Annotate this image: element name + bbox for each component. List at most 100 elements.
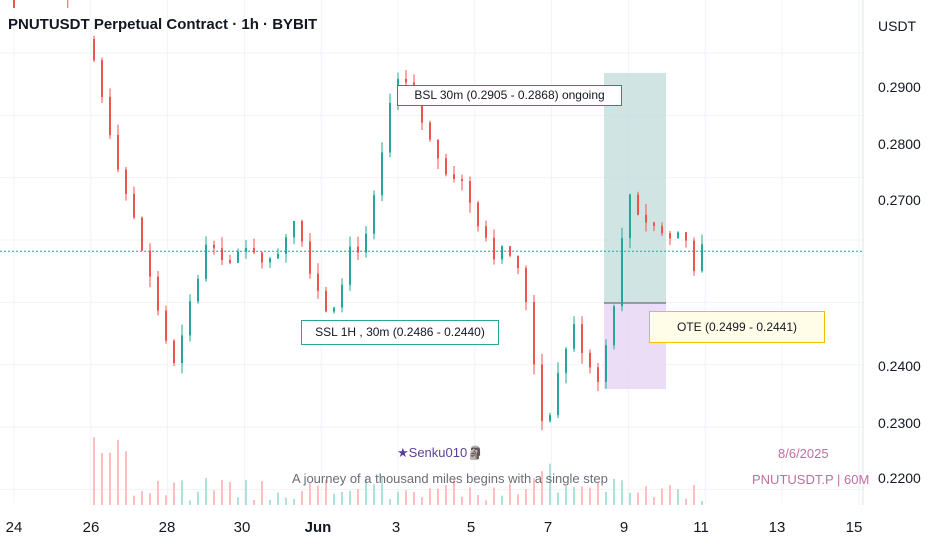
volume-bar (341, 491, 343, 505)
volume-bar (629, 492, 631, 505)
volume-bar (461, 496, 463, 505)
volume-bar (405, 490, 407, 505)
candle-body (309, 241, 311, 274)
zone-boxes (604, 72, 666, 390)
candle-body (165, 310, 167, 341)
y-tick-label: 0.2700 (878, 192, 921, 208)
candle-series (13, 0, 703, 431)
candle-body (437, 139, 439, 159)
stop-price-badge: 0.2361 (875, 379, 919, 395)
volume-bar (237, 497, 239, 505)
volume-bar (621, 480, 623, 505)
candle-body (365, 233, 367, 253)
candle-body (421, 96, 423, 123)
candle-countdown: 39:25 (879, 276, 915, 292)
volume-bar (613, 478, 615, 505)
volume-bar (125, 451, 127, 505)
candle-body (133, 193, 135, 218)
candle-body (285, 237, 287, 254)
ote-zone-label[interactable]: OTE (0.2499 - 0.2441) (649, 311, 825, 343)
volume-bar (669, 485, 671, 505)
volume-bar (685, 498, 687, 505)
volume-bar (325, 479, 327, 505)
candle-body (573, 324, 575, 349)
volume-bar (701, 500, 703, 505)
x-tick-label: Jun (304, 519, 332, 536)
candle-body (693, 240, 695, 271)
candle-body (381, 152, 383, 196)
candle-body (597, 367, 599, 382)
candle-body (237, 251, 239, 263)
volume-bar (301, 491, 303, 505)
volume-bar (549, 463, 551, 505)
volume-bar (661, 488, 663, 505)
volume-bar (677, 489, 679, 505)
x-tick-label: 13 (768, 519, 786, 536)
candle-body (253, 247, 255, 253)
volume-bar (389, 499, 391, 505)
candle-body (493, 237, 495, 260)
target-price-badge: 0.2868 (875, 98, 919, 114)
candle-body (261, 252, 263, 263)
volume-bar (101, 453, 103, 505)
candle-body (389, 102, 391, 153)
volume-bar (485, 500, 487, 505)
candle-body (549, 415, 551, 422)
candle-body (501, 246, 503, 260)
candle-body (645, 214, 647, 223)
volume-bar (93, 437, 95, 505)
candle-body (589, 352, 591, 368)
candle-body (525, 268, 527, 303)
candle-body (357, 246, 359, 253)
x-tick-label: 3 (391, 519, 401, 536)
candle-body (445, 158, 447, 175)
volume-bar (493, 487, 495, 505)
volume-bar (565, 486, 567, 505)
candle-body (557, 373, 559, 416)
candle-body (373, 195, 375, 234)
volume-bar (533, 478, 535, 505)
x-tick-label: 11 (693, 519, 709, 536)
volume-bar (133, 495, 135, 505)
candle-body (613, 306, 615, 346)
candle-body (605, 345, 607, 382)
candle-body (301, 221, 303, 242)
volume-bar (365, 477, 367, 505)
volume-bar (413, 492, 415, 505)
volume-bar (181, 480, 183, 505)
volume-bar (525, 489, 527, 505)
volume-bar (109, 452, 111, 505)
y-tick-label: 0.2800 (878, 136, 921, 152)
candle-body (213, 244, 215, 249)
volume-bar (213, 490, 215, 505)
x-tick-label: 26 (82, 519, 100, 536)
candle-body (125, 169, 127, 194)
candle-body (117, 134, 119, 170)
candle-body (149, 250, 151, 277)
volume-bar (605, 491, 607, 505)
volume-bar (597, 483, 599, 505)
candle-body (517, 255, 519, 269)
y-tick-label: 0.2300 (878, 415, 921, 431)
profit-zone (604, 72, 666, 303)
ssl-zone-label[interactable]: SSL 1H , 30m (0.2486 - 0.2440) (301, 320, 499, 345)
candle-body (325, 290, 327, 312)
volume-bar (285, 497, 287, 505)
currency-label[interactable]: USDT (878, 18, 917, 34)
volume-bar (557, 492, 559, 505)
volume-bar (117, 439, 119, 505)
volume-bar (477, 494, 479, 505)
x-tick-label: 15 (845, 519, 863, 536)
candle-body (101, 60, 103, 98)
volume-bar (693, 484, 695, 505)
volume-bar (149, 493, 151, 505)
candle-body (677, 232, 679, 239)
volume-bar (333, 493, 335, 505)
candle-body (629, 194, 631, 239)
candle-body (533, 302, 535, 365)
y-tick-label: 0.2200 (878, 470, 921, 486)
volume-bar (229, 481, 231, 505)
bsl-zone-label[interactable]: BSL 30m (0.2905 - 0.2868) ongoing (397, 85, 622, 106)
candle-body (229, 259, 231, 263)
